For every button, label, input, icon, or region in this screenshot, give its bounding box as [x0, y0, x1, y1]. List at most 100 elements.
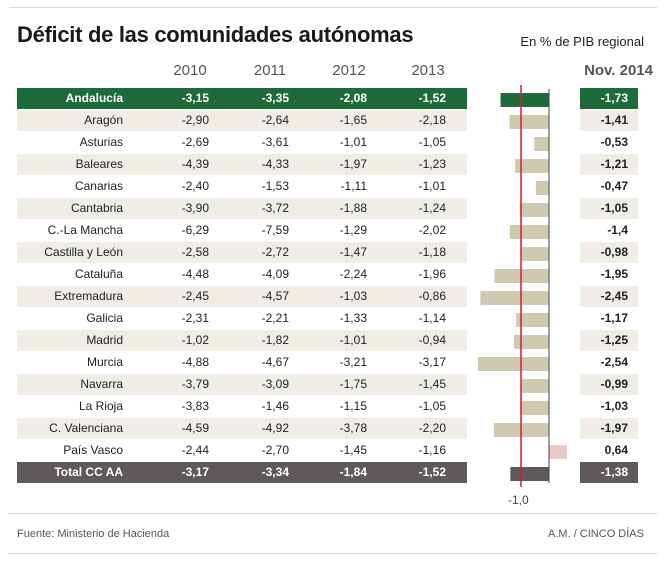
value-2011: -1,46 — [261, 399, 289, 413]
row-background — [17, 242, 467, 263]
value-2011: -1,53 — [261, 179, 289, 193]
value-2010: -6,29 — [181, 223, 209, 237]
value-2013: -3,17 — [418, 355, 446, 369]
value-2012: -3,78 — [339, 421, 367, 435]
row-background — [17, 418, 467, 439]
region-name: Asturias — [79, 135, 123, 149]
value-2010: -2,90 — [181, 113, 209, 127]
table-row: Galicia -2,31 -2,21 -1,33 -1,14 -1,17 — [0, 308, 664, 330]
nov-2014-value: -0,53 — [600, 135, 628, 149]
region-name: C. Valenciana — [49, 421, 123, 435]
bar-castilla-y-le-n — [521, 247, 549, 261]
top-divider — [9, 7, 657, 8]
value-2012: -1,88 — [339, 201, 367, 215]
value-2012: -1,45 — [339, 443, 367, 457]
region-name: Aragón — [84, 113, 123, 127]
nov-cell-background — [580, 418, 638, 439]
source-note: Fuente: Ministerio de Hacienda — [17, 528, 170, 540]
region-name: Cantabria — [70, 201, 123, 215]
nov-cell-background — [580, 88, 638, 109]
value-2011: -3,61 — [261, 135, 289, 149]
bar-la-rioja — [520, 401, 549, 415]
bar-murcia — [477, 357, 549, 371]
table-row: C. Valenciana -4,59 -4,92 -3,78 -2,20 -1,97 — [0, 418, 664, 440]
nov-cell-background — [580, 462, 638, 483]
value-2010: -4,39 — [181, 157, 209, 171]
region-name: Canarias — [74, 179, 123, 193]
table-row: Cataluña -4,48 -4,09 -2,24 -1,96 -1,95 — [0, 264, 664, 286]
value-2011: -3,34 — [261, 465, 289, 479]
value-2010: -3,15 — [181, 91, 209, 105]
region-name: Total CC AA — [54, 465, 123, 479]
value-2011: -2,64 — [261, 113, 289, 127]
value-2012: -3,21 — [339, 355, 367, 369]
value-2010: -3,17 — [181, 465, 209, 479]
bar-navarra — [521, 379, 549, 393]
row-background — [17, 374, 467, 395]
value-2012: -1,75 — [339, 377, 367, 391]
value-2013: -1,52 — [418, 465, 446, 479]
value-2012: -1,97 — [339, 157, 367, 171]
table-row: Extremadura -2,45 -4,57 -1,03 -0,86 -2,45 — [0, 286, 664, 308]
value-2010: -4,48 — [181, 267, 209, 281]
value-2013: -1,01 — [418, 179, 446, 193]
nov-cell-background — [580, 110, 638, 131]
value-2013: -1,45 — [418, 377, 446, 391]
value-2013: -1,18 — [418, 245, 446, 259]
region-name: Cataluña — [74, 267, 123, 281]
value-2011: -4,67 — [261, 355, 289, 369]
nov-2014-value: -1,4 — [607, 223, 628, 237]
value-2012: -1,65 — [339, 113, 367, 127]
nov-2014-value: -1,38 — [600, 465, 628, 479]
table-row: Murcia -4,88 -4,67 -3,21 -3,17 -2,54 — [0, 352, 664, 374]
bar-canarias — [535, 181, 549, 195]
value-2011: -2,72 — [261, 245, 289, 259]
row-background — [17, 110, 467, 131]
value-2013: -1,05 — [418, 399, 446, 413]
value-2013: -1,05 — [418, 135, 446, 149]
row-background — [17, 330, 467, 351]
region-name: C.-La Mancha — [47, 223, 123, 237]
row-background — [17, 462, 467, 483]
value-2013: -1,23 — [418, 157, 446, 171]
value-2011: -7,59 — [261, 223, 289, 237]
bar-extremadura — [480, 291, 549, 305]
value-2013: -0,86 — [418, 289, 446, 303]
value-2010: -2,45 — [181, 289, 209, 303]
table-row: Madrid -1,02 -1,82 -1,01 -0,94 -1,25 — [0, 330, 664, 352]
value-2010: -2,44 — [181, 443, 209, 457]
table-row: C.-La Mancha -6,29 -7,59 -1,29 -2,02 -1,4 — [0, 220, 664, 242]
bar-baleares — [515, 159, 549, 173]
bar-madrid — [514, 335, 549, 349]
nov-2014-value: -2,45 — [600, 289, 628, 303]
footer-divider — [9, 513, 657, 514]
value-2010: -2,69 — [181, 135, 209, 149]
bar-cantabria — [519, 203, 549, 217]
row-background — [17, 154, 467, 175]
value-2010: -4,88 — [181, 355, 209, 369]
value-2012: -1,47 — [339, 245, 367, 259]
value-2011: -4,57 — [261, 289, 289, 303]
bar-total-cc-aa — [510, 467, 549, 481]
bottom-divider — [9, 553, 657, 554]
value-2012: -1,01 — [339, 333, 367, 347]
bar-pa-s-vasco — [549, 445, 567, 459]
value-2012: -1,15 — [339, 399, 367, 413]
bar-c-la-mancha — [509, 225, 549, 239]
nov-2014-value: -1,03 — [600, 399, 628, 413]
value-2012: -1,11 — [340, 179, 367, 193]
column-header-2013: 2013 — [411, 62, 445, 79]
value-2012: -1,03 — [339, 289, 367, 303]
bar-asturias — [534, 137, 549, 151]
nov-2014-value: -1,95 — [600, 267, 628, 281]
nov-2014-value: -0,47 — [600, 179, 628, 193]
region-name: Madrid — [86, 333, 123, 347]
value-2011: -4,33 — [261, 157, 289, 171]
nov-cell-background — [580, 374, 638, 395]
value-2010: -3,79 — [181, 377, 209, 391]
row-background — [17, 88, 467, 109]
nov-2014-value: -1,21 — [600, 157, 628, 171]
nov-2014-value: -1,73 — [600, 91, 628, 105]
nov-2014-value: -1,05 — [600, 201, 628, 215]
nov-2014-value: -1,25 — [600, 333, 628, 347]
